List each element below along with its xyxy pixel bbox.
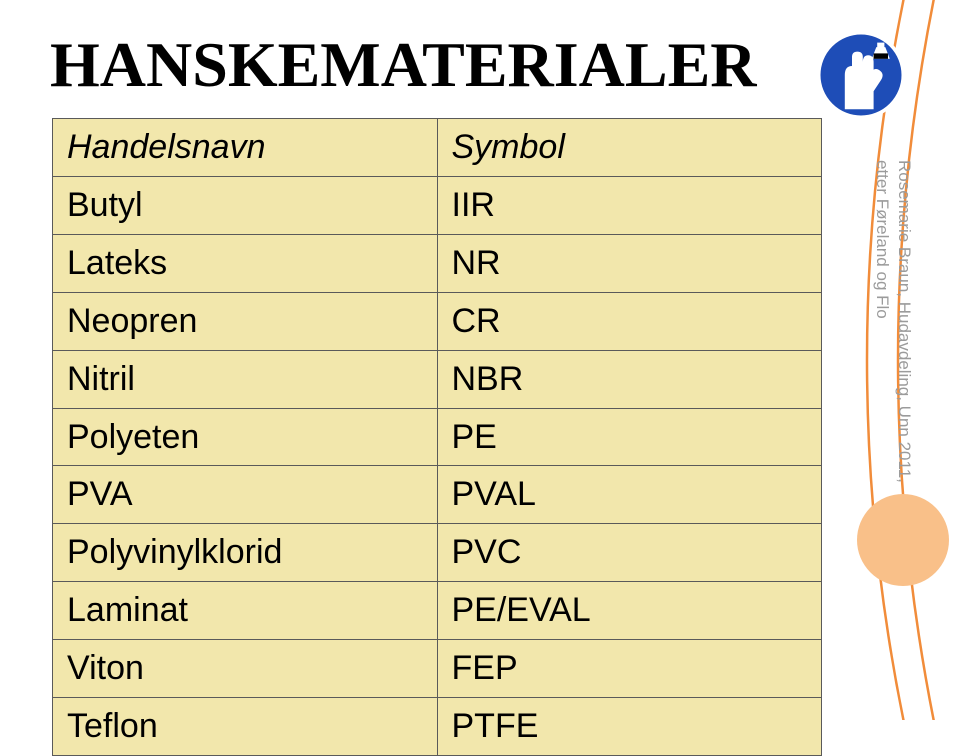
table-cell: PVA [53, 466, 438, 524]
table-header-row: Handelsnavn Symbol [53, 119, 822, 177]
table-cell: PE [437, 408, 822, 466]
table-cell: Teflon [53, 698, 438, 756]
table-row: Viton FEP [53, 640, 822, 698]
table-row: Polyeten PE [53, 408, 822, 466]
table-cell: Nitril [53, 350, 438, 408]
table-row: PVA PVAL [53, 466, 822, 524]
table-header-cell: Handelsnavn [53, 119, 438, 177]
title-row: HANSKEMATERIALER [50, 28, 920, 102]
table-cell: Butyl [53, 176, 438, 234]
table-cell: Neopren [53, 292, 438, 350]
attribution-line-1: Rosemarie Braun, Hudavdeling, Unn 2011, [894, 160, 914, 483]
table-cell: PVC [437, 524, 822, 582]
glove-chemical-icon [816, 30, 906, 120]
table-cell: FEP [437, 640, 822, 698]
table-header-cell: Symbol [437, 119, 822, 177]
table-row: Polyvinylklorid PVC [53, 524, 822, 582]
table-row: Teflon PTFE [53, 698, 822, 756]
table-cell: CR [437, 292, 822, 350]
attribution: Rosemarie Braun, Hudavdeling, Unn 2011, … [866, 160, 924, 520]
table-row: Lateks NR [53, 234, 822, 292]
table-row: Neopren CR [53, 292, 822, 350]
table-row: Nitril NBR [53, 350, 822, 408]
materials-table: Handelsnavn Symbol Butyl IIR Lateks NR N… [52, 118, 822, 756]
table-cell: IIR [437, 176, 822, 234]
attribution-line-2: etter Føreland og Flo [872, 160, 892, 319]
page-title: HANSKEMATERIALER [50, 28, 756, 102]
table-cell: Lateks [53, 234, 438, 292]
table-cell: PE/EVAL [437, 582, 822, 640]
table-row: Laminat PE/EVAL [53, 582, 822, 640]
table-cell: PTFE [437, 698, 822, 756]
table-cell: Viton [53, 640, 438, 698]
table-cell: NR [437, 234, 822, 292]
table-cell: Polyeten [53, 408, 438, 466]
table-cell: NBR [437, 350, 822, 408]
table-row: Butyl IIR [53, 176, 822, 234]
table-cell: Laminat [53, 582, 438, 640]
slide: HANSKEMATERIALER Handelsnavn Symbol Buty… [0, 0, 960, 720]
table-cell: PVAL [437, 466, 822, 524]
safety-icon [816, 30, 906, 120]
table-cell: Polyvinylklorid [53, 524, 438, 582]
